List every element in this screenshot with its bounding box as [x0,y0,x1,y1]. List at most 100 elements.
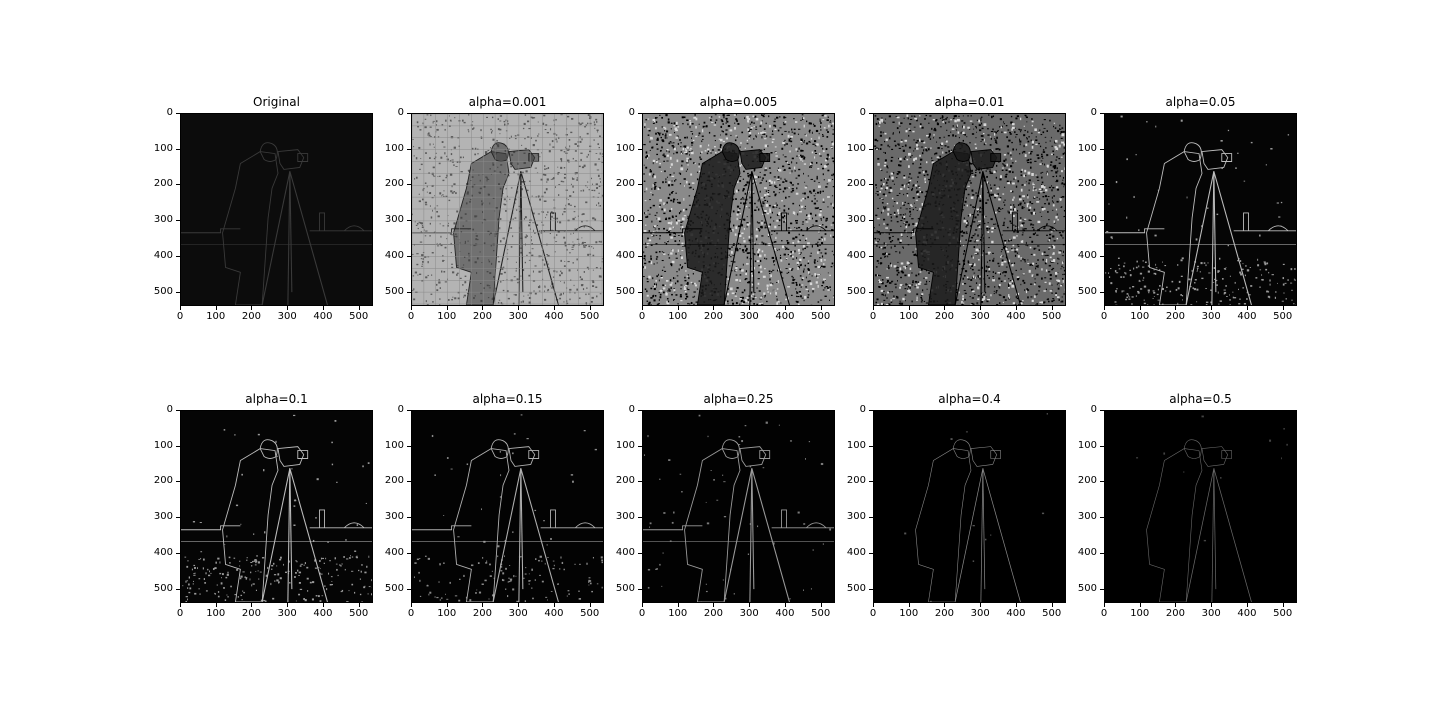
subplot-panel: alpha=0.005 0 100 200 300 400 500 0 100 200 300 400… [605,95,835,335]
x-tick-mark [1247,603,1248,607]
y-tick-mark [407,292,411,293]
subplot-title: alpha=0.001 [411,95,604,109]
y-tick-label: 0 [605,404,635,416]
x-tick-label: 500 [1037,311,1067,323]
y-tick-mark [407,481,411,482]
x-tick-label: 200 [929,608,959,620]
y-tick-label: 400 [374,250,404,262]
subplot-title: alpha=0.5 [1104,392,1297,406]
image-content [1105,411,1296,602]
y-tick-label: 100 [605,440,635,452]
x-tick-label: 200 [467,608,497,620]
x-tick-mark [785,306,786,310]
y-tick-label: 100 [836,143,866,155]
image-axes [642,410,835,603]
y-tick-mark [407,410,411,411]
y-tick-mark [638,256,642,257]
x-tick-label: 300 [1196,608,1226,620]
x-tick-mark [873,306,874,310]
x-tick-mark [944,603,945,607]
x-tick-mark [359,603,360,607]
y-tick-label: 100 [143,143,173,155]
y-tick-mark [176,149,180,150]
x-tick-mark [1140,603,1141,607]
x-tick-mark [713,603,714,607]
y-tick-mark [176,184,180,185]
y-tick-label: 500 [1067,286,1097,298]
y-tick-mark [407,149,411,150]
x-tick-mark [359,306,360,310]
x-tick-label: 500 [575,311,605,323]
y-tick-label: 200 [605,475,635,487]
x-tick-label: 400 [1232,608,1262,620]
y-tick-mark [638,149,642,150]
x-tick-label: 300 [734,311,764,323]
y-tick-label: 400 [374,547,404,559]
x-tick-label: 200 [1160,311,1190,323]
y-tick-label: 0 [143,107,173,119]
y-tick-label: 0 [1067,107,1097,119]
y-tick-mark [869,410,873,411]
y-tick-mark [869,220,873,221]
x-tick-mark [554,306,555,310]
subplot-panel: alpha=0.05 0 100 200 300 400 500 0 100 200 300 400 5… [1067,95,1297,335]
x-tick-mark [518,306,519,310]
y-tick-label: 0 [374,404,404,416]
x-tick-mark [1283,603,1284,607]
x-tick-label: 300 [272,311,302,323]
y-tick-mark [638,184,642,185]
image-axes [411,410,604,603]
y-tick-label: 100 [836,440,866,452]
x-tick-label: 400 [770,311,800,323]
y-tick-mark [638,410,642,411]
x-tick-mark [323,306,324,310]
x-tick-mark [944,306,945,310]
x-tick-mark [1175,306,1176,310]
subplot-panel: alpha=0.4 0 100 200 300 400 500 0 100 200 300 400 50… [836,392,1066,632]
y-tick-mark [407,184,411,185]
y-tick-label: 100 [374,143,404,155]
x-tick-label: 100 [1125,608,1155,620]
x-tick-mark [1052,603,1053,607]
x-tick-label: 0 [627,311,657,323]
x-tick-mark [642,306,643,310]
x-tick-label: 500 [1268,608,1298,620]
x-tick-label: 100 [663,311,693,323]
x-tick-label: 0 [1089,608,1119,620]
x-tick-mark [1283,306,1284,310]
subplot-panel: alpha=0.01 0 100 200 300 400 500 0 100 200 300 400 5… [836,95,1066,335]
subplot-panel: alpha=0.25 0 100 200 300 400 500 0 100 200 300 400 5… [605,392,835,632]
y-tick-mark [176,553,180,554]
image-axes [1104,113,1297,306]
x-tick-mark [287,306,288,310]
x-tick-mark [821,306,822,310]
y-tick-label: 100 [374,440,404,452]
x-tick-label: 100 [201,311,231,323]
image-content [874,411,1065,602]
y-tick-label: 100 [1067,440,1097,452]
x-tick-label: 0 [627,608,657,620]
y-tick-label: 500 [836,286,866,298]
y-tick-label: 400 [1067,250,1097,262]
y-tick-label: 400 [605,250,635,262]
y-tick-label: 500 [143,583,173,595]
y-tick-label: 500 [374,286,404,298]
x-tick-label: 500 [344,608,374,620]
x-tick-label: 0 [396,311,426,323]
y-tick-mark [1100,589,1104,590]
y-tick-mark [1100,481,1104,482]
y-tick-mark [176,220,180,221]
y-tick-label: 300 [1067,214,1097,226]
y-tick-mark [1100,446,1104,447]
x-tick-mark [411,306,412,310]
y-tick-label: 300 [605,214,635,226]
subplot-title: Original [180,95,373,109]
y-tick-label: 200 [374,475,404,487]
y-tick-label: 0 [836,107,866,119]
x-tick-label: 200 [698,608,728,620]
subplot-panel: alpha=0.5 0 100 200 300 400 500 0 100 200 300 400 50… [1067,392,1297,632]
image-content [181,411,372,602]
x-tick-mark [678,603,679,607]
y-tick-label: 400 [143,547,173,559]
y-tick-mark [638,481,642,482]
